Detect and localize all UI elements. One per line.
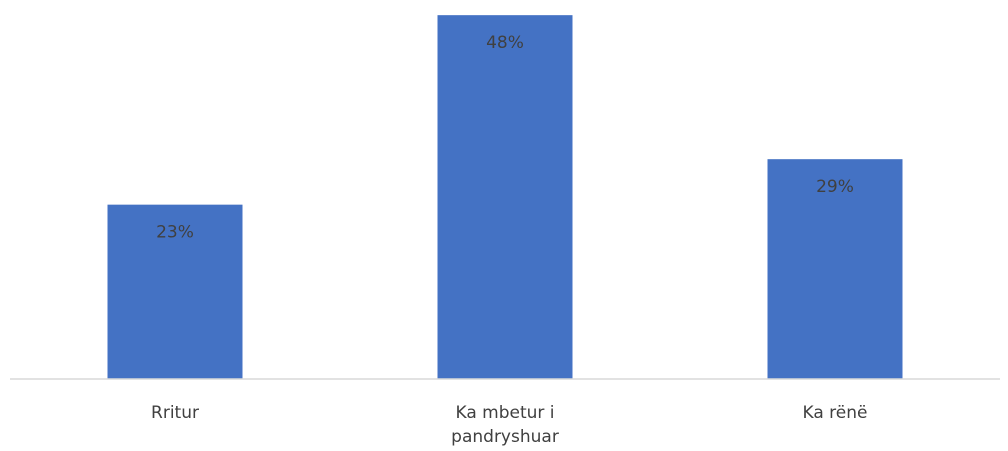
- data-label-2: 29%: [816, 177, 854, 197]
- category-label-0: Rritur: [151, 403, 199, 423]
- category-label-1: Ka mbetur i pandryshuar: [451, 403, 559, 447]
- data-labels-group: 23% 48% 29%: [156, 33, 854, 243]
- bar-0: [107, 204, 243, 379]
- category-label-line: Ka rënë: [803, 403, 868, 423]
- data-label-1: 48%: [486, 33, 524, 53]
- bar-1: [437, 15, 573, 379]
- category-labels-group: Rritur Ka mbetur i pandryshuar Ka rënë: [151, 403, 867, 447]
- data-label-0: 23%: [156, 223, 194, 243]
- category-label-line: Ka mbetur i: [455, 403, 554, 423]
- category-label-2: Ka rënë: [803, 403, 868, 423]
- category-label-line: pandryshuar: [451, 427, 559, 447]
- category-label-line: Rritur: [151, 403, 199, 423]
- bar-2: [767, 159, 903, 379]
- bars-group: [107, 15, 903, 379]
